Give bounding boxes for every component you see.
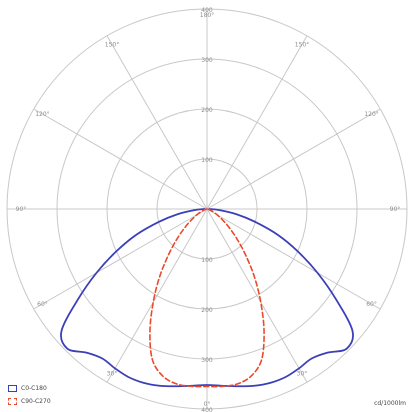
grid-spoke-150 [206, 35, 308, 210]
legend-label-c90-c270: C90-C270 [21, 397, 51, 405]
angle-label-2: 120° [364, 111, 378, 118]
grid-spoke-330 [106, 208, 208, 383]
radial-tick-up-100: 100 [201, 157, 213, 164]
angle-label-10: 120° [35, 111, 49, 118]
legend-swatch-c90-c270 [8, 397, 17, 405]
radial-tick-up-400: 400 [201, 7, 213, 14]
legend: C0-C180 C90-C270 [8, 382, 51, 408]
series-curve-c90-c270 [149, 208, 265, 388]
angle-label-11: 150° [105, 41, 119, 48]
unit-label: cd/1000lm [374, 400, 406, 407]
grid-spoke-120 [206, 108, 381, 210]
legend-label-c0-c180: C0-C180 [21, 384, 47, 392]
angle-label-1: 150° [295, 41, 309, 48]
series-curve-c0-c180 [60, 208, 354, 388]
angle-label-0: 180° [200, 12, 214, 19]
polar-labels: 180° 150° 120° 90° 60° 30° 0° 30° 60° 90° 120° 150°… [16, 7, 401, 412]
angle-label-9: 90° [16, 206, 27, 213]
legend-item-c0-c180: C0-C180 [8, 382, 51, 394]
angle-label-3: 90° [390, 206, 401, 213]
polar-curves [60, 208, 354, 388]
radial-tick-down-100: 100 [201, 257, 213, 264]
grid-spoke-60 [206, 208, 381, 310]
angle-label-8: 60° [37, 301, 48, 308]
angle-label-7: 30° [107, 371, 118, 378]
grid-spoke-300 [33, 208, 208, 310]
polar-grid [6, 8, 408, 410]
angle-label-5: 30° [297, 371, 308, 378]
legend-swatch-c0-c180 [8, 384, 17, 392]
radial-tick-up-200: 200 [201, 107, 213, 114]
angle-label-4: 60° [366, 301, 377, 308]
radial-tick-down-200: 200 [201, 307, 213, 314]
angle-label-6: 0° [204, 401, 211, 408]
legend-item-c90-c270: C90-C270 [8, 395, 51, 407]
radial-tick-down-400: 400 [201, 407, 213, 412]
grid-spoke-210 [106, 35, 208, 210]
grid-spoke-240 [33, 108, 208, 210]
grid-spoke-30 [206, 208, 308, 383]
radial-tick-up-300: 300 [201, 57, 213, 64]
radial-tick-down-300: 300 [201, 357, 213, 364]
